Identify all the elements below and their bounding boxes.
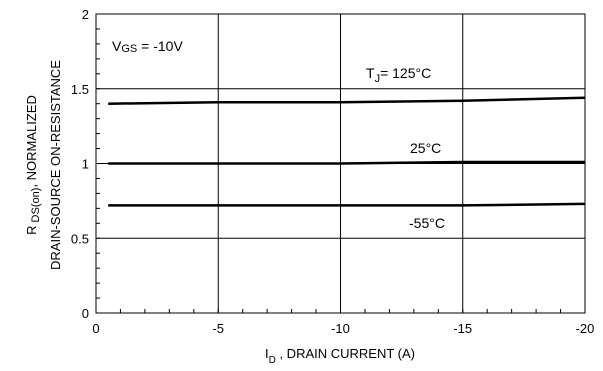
series-line-125c	[108, 96, 586, 105]
x-axis-label-main: I	[265, 346, 269, 361]
minor-ticks	[95, 13, 586, 314]
series-label-minus55c: -55°C	[409, 215, 445, 231]
y-axis-label-line1: R DS(on), NORMALIZED	[24, 95, 42, 235]
y-axis-label-main: R	[24, 225, 39, 234]
y-tick-label: 1	[82, 157, 89, 172]
y-tick-label: 1.5	[71, 82, 89, 97]
series-line-minus55c	[108, 202, 586, 207]
series-label-125c-main: T	[366, 65, 375, 81]
condition-sub: GS	[121, 43, 137, 55]
y-tick-label: 2	[82, 7, 89, 22]
x-axis-label-rest: , DRAIN CURRENT (A)	[276, 346, 415, 361]
series-label-125c: TJ= 125°C	[366, 65, 431, 85]
x-tick-label: -10	[331, 321, 350, 336]
series-line-25c	[108, 160, 585, 165]
y-tick-label: 0.5	[71, 231, 89, 246]
x-tick-labels: 0 -5 -10 -15 -20	[92, 321, 594, 336]
x-axis-label-sub: D	[269, 355, 276, 366]
y-tick-label: 0	[82, 306, 89, 321]
condition-rest: = -10V	[137, 38, 183, 54]
x-tick-label: -20	[576, 321, 595, 336]
y-axis-label-rest: , NORMALIZED	[24, 95, 39, 187]
y-axis-label-line2: DRAIN-SOURCE ON-RESISTANCE	[48, 60, 63, 270]
series-lines	[108, 96, 586, 207]
x-tick-label: -15	[453, 321, 472, 336]
x-tick-label: -5	[212, 321, 224, 336]
condition-main: V	[112, 38, 122, 54]
y-tick-labels: 0 0.5 1 1.5 2	[71, 7, 89, 321]
series-label-25c: 25°C	[410, 140, 441, 156]
y-axis-label-sub: DS(on)	[30, 188, 42, 223]
series-label-125c-sub: J	[375, 73, 381, 85]
x-axis-label: ID , DRAIN CURRENT (A)	[265, 346, 415, 366]
x-tick-label: 0	[92, 321, 99, 336]
series-label-125c-rest: = 125°C	[380, 65, 431, 81]
condition-annotation: VGS = -10V	[112, 38, 183, 55]
